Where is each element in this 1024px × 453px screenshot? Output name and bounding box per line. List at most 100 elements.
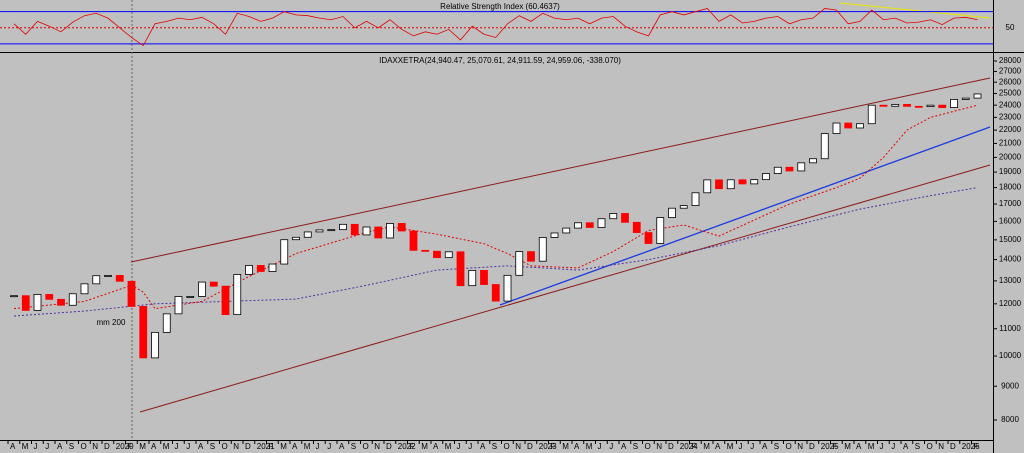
x-tick-label: S xyxy=(351,442,356,451)
candle xyxy=(550,232,559,238)
candle xyxy=(374,226,383,239)
x-tick-label: D xyxy=(950,442,956,451)
candle xyxy=(139,306,148,359)
rsi-line xyxy=(13,8,978,47)
x-tick-label: J xyxy=(609,442,613,451)
x-tick-label: M xyxy=(868,442,875,451)
candle xyxy=(468,269,477,287)
candle xyxy=(221,285,230,316)
x-tick-label: A xyxy=(198,442,204,451)
candle xyxy=(914,105,923,108)
x-tick-label: F xyxy=(692,442,697,451)
x-tick-label: J xyxy=(175,442,179,451)
candle xyxy=(585,222,594,228)
candle xyxy=(245,265,253,275)
candle xyxy=(127,280,136,307)
y-tick-label: 13000 xyxy=(999,276,1022,285)
x-tick-label: J xyxy=(457,442,461,451)
x-tick-label: J xyxy=(34,442,38,451)
candle xyxy=(738,179,747,185)
x-tick-label: J xyxy=(316,442,320,451)
x-tick-label: A xyxy=(480,442,486,451)
x-tick-label: O xyxy=(786,442,792,451)
candle xyxy=(162,313,171,333)
x-tick-label: J xyxy=(598,442,602,451)
x-tick-label: J xyxy=(880,442,884,451)
candle xyxy=(820,133,829,160)
candle xyxy=(104,275,112,277)
candle xyxy=(280,239,289,265)
candle xyxy=(715,179,723,190)
candle xyxy=(186,296,195,298)
candle xyxy=(33,294,42,311)
candle xyxy=(92,275,101,285)
y-tick-label: 14000 xyxy=(999,255,1022,264)
y-tick-label: 11000 xyxy=(999,324,1021,333)
candle xyxy=(409,230,418,251)
y-tick-label: 25000 xyxy=(999,89,1022,98)
candle xyxy=(268,263,277,272)
price-title: IDAXXETRA(24,940.47, 25,070.61, 24,911.5… xyxy=(379,56,621,65)
candle xyxy=(668,207,676,218)
candle xyxy=(21,295,30,311)
candle xyxy=(574,222,582,229)
x-tick-label: M xyxy=(139,442,146,451)
candle xyxy=(233,274,242,316)
candle xyxy=(421,249,430,252)
candle xyxy=(480,269,488,285)
candle xyxy=(444,251,453,259)
channel-upper xyxy=(130,77,991,263)
moving-average xyxy=(13,104,978,310)
candle xyxy=(386,223,394,239)
candle xyxy=(339,223,347,231)
y-tick-label: 18000 xyxy=(999,183,1022,192)
candle xyxy=(773,166,782,174)
x-tick-label: M xyxy=(163,442,170,451)
y-tick-label: 27000 xyxy=(999,67,1022,76)
x-tick-label: O xyxy=(927,442,933,451)
candle xyxy=(397,223,406,232)
x-tick-label: A xyxy=(621,442,627,451)
candle xyxy=(797,162,806,172)
candle xyxy=(961,97,970,100)
candle xyxy=(292,236,300,241)
candle xyxy=(350,223,359,236)
y-tick-label: 16000 xyxy=(999,216,1022,225)
x-tick-label: 2024 xyxy=(680,442,698,451)
candle xyxy=(621,213,629,223)
candle xyxy=(10,295,18,298)
x-tick-label: J xyxy=(750,442,754,451)
x-tick-label: O xyxy=(363,442,369,451)
y-tick-label: 12000 xyxy=(999,299,1022,308)
rsi-trend-line xyxy=(839,2,991,19)
x-tick-label: S xyxy=(69,442,74,451)
x-tick-label: F xyxy=(128,442,133,451)
candle xyxy=(527,251,535,262)
y-tick-label: 19000 xyxy=(999,167,1022,176)
candle xyxy=(926,104,935,107)
y-tick-label: 8000 xyxy=(1001,415,1019,424)
x-tick-label: M xyxy=(280,442,287,451)
candle xyxy=(679,205,688,209)
candle xyxy=(433,250,441,259)
candle xyxy=(609,213,618,220)
x-tick-label: F xyxy=(410,442,415,451)
candle xyxy=(903,103,911,107)
rsi-title: Relative Strength Index (60.4637) xyxy=(440,2,560,11)
y-tick-label: 9000 xyxy=(1001,381,1019,390)
x-tick-label: N xyxy=(797,442,803,451)
x-tick-label: N xyxy=(656,442,662,451)
x-tick-label: S xyxy=(633,442,638,451)
x-tick-label: 2021 xyxy=(257,442,275,451)
x-tick-label: M xyxy=(727,442,734,451)
x-tick-label: N xyxy=(938,442,944,451)
x-tick-label: M xyxy=(421,442,428,451)
y-tick-label: 10000 xyxy=(999,351,1022,360)
rsi-tick-label: 50 xyxy=(1006,23,1015,32)
x-tick-label: M xyxy=(562,442,569,451)
x-tick-label: J xyxy=(186,442,190,451)
candle xyxy=(45,294,54,300)
x-tick-label: O xyxy=(81,442,87,451)
